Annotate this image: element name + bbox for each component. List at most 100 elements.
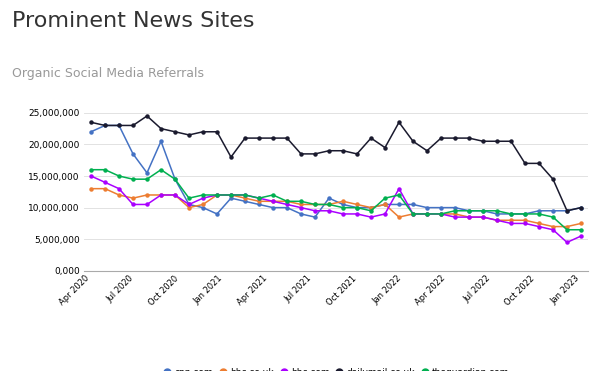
cnn.com [283,206,290,210]
cnn.com [172,177,179,181]
bbc.com [88,174,95,178]
bbc.co.uk [409,212,416,216]
theguardian.com [563,227,571,232]
cnn.com [256,202,263,207]
cnn.com [88,129,95,134]
dailymail.co.uk [298,152,305,156]
Line: cnn.com: cnn.com [89,124,583,219]
theguardian.com [521,212,529,216]
bbc.co.uk [269,199,277,204]
bbc.com [409,212,416,216]
dailymail.co.uk [325,148,332,153]
cnn.com [227,196,235,200]
bbc.com [521,221,529,226]
bbc.com [424,212,431,216]
Line: bbc.co.uk: bbc.co.uk [89,187,583,228]
bbc.co.uk [325,202,332,207]
bbc.co.uk [508,218,515,223]
cnn.com [451,206,458,210]
bbc.co.uk [115,193,122,197]
dailymail.co.uk [88,120,95,125]
cnn.com [409,202,416,207]
dailymail.co.uk [340,148,347,153]
bbc.co.uk [521,218,529,223]
theguardian.com [367,209,374,213]
cnn.com [493,212,500,216]
bbc.co.uk [185,206,193,210]
bbc.co.uk [382,202,389,207]
cnn.com [466,209,473,213]
theguardian.com [185,196,193,200]
theguardian.com [269,193,277,197]
cnn.com [130,152,137,156]
dailymail.co.uk [382,145,389,150]
theguardian.com [115,174,122,178]
theguardian.com [256,196,263,200]
bbc.co.uk [227,193,235,197]
bbc.co.uk [424,212,431,216]
bbc.co.uk [88,187,95,191]
dailymail.co.uk [353,152,361,156]
bbc.com [283,202,290,207]
theguardian.com [535,212,542,216]
cnn.com [535,209,542,213]
dailymail.co.uk [424,148,431,153]
dailymail.co.uk [172,129,179,134]
bbc.com [395,187,403,191]
dailymail.co.uk [550,177,557,181]
bbc.com [199,196,206,200]
bbc.co.uk [340,199,347,204]
dailymail.co.uk [367,136,374,140]
cnn.com [508,212,515,216]
bbc.com [157,193,164,197]
theguardian.com [88,167,95,172]
bbc.co.uk [143,193,151,197]
bbc.co.uk [577,221,584,226]
bbc.com [311,209,319,213]
theguardian.com [214,193,221,197]
theguardian.com [172,177,179,181]
bbc.com [269,199,277,204]
dailymail.co.uk [227,155,235,159]
cnn.com [325,196,332,200]
bbc.com [563,240,571,244]
cnn.com [521,212,529,216]
Text: Prominent News Sites: Prominent News Sites [12,11,254,31]
cnn.com [101,123,109,128]
dailymail.co.uk [395,120,403,125]
bbc.com [367,215,374,219]
dailymail.co.uk [157,127,164,131]
dailymail.co.uk [466,136,473,140]
bbc.com [508,221,515,226]
bbc.co.uk [466,215,473,219]
cnn.com [298,212,305,216]
cnn.com [157,139,164,144]
dailymail.co.uk [199,129,206,134]
bbc.com [185,202,193,207]
cnn.com [437,206,445,210]
bbc.com [353,212,361,216]
theguardian.com [325,202,332,207]
theguardian.com [143,177,151,181]
bbc.com [382,212,389,216]
bbc.com [451,215,458,219]
bbc.com [340,212,347,216]
Line: theguardian.com: theguardian.com [89,168,583,231]
dailymail.co.uk [269,136,277,140]
theguardian.com [451,209,458,213]
bbc.com [214,193,221,197]
bbc.com [479,215,487,219]
dailymail.co.uk [143,114,151,118]
dailymail.co.uk [241,136,248,140]
dailymail.co.uk [101,123,109,128]
theguardian.com [493,209,500,213]
bbc.com [550,227,557,232]
bbc.co.uk [199,202,206,207]
dailymail.co.uk [577,206,584,210]
dailymail.co.uk [283,136,290,140]
cnn.com [115,123,122,128]
bbc.com [535,224,542,229]
cnn.com [353,206,361,210]
bbc.com [227,193,235,197]
dailymail.co.uk [563,209,571,213]
